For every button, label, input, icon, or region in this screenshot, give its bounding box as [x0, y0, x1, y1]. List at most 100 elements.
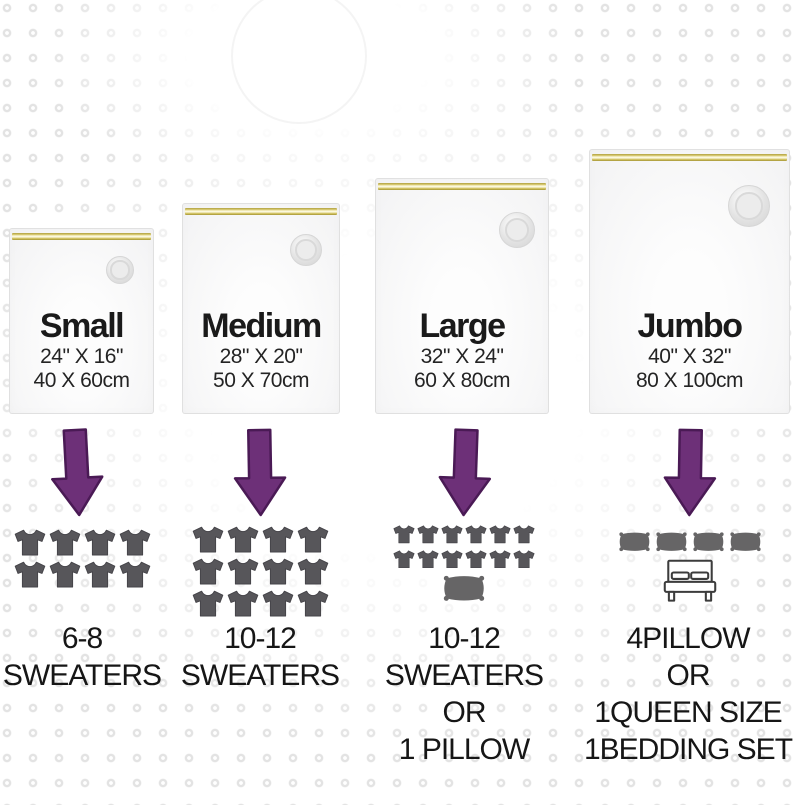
caption-line: 10-12: [224, 622, 297, 655]
pillow-row: [384, 574, 544, 603]
bag-size-label: Jumbo: [637, 307, 743, 345]
zipper-seal-icon: [185, 208, 337, 215]
shirt-row: [180, 526, 340, 553]
air-valve-icon: [290, 234, 322, 266]
shirt-row: [180, 590, 340, 617]
tshirt-icon: [393, 550, 415, 568]
capacity-caption-large: 10-12 SWEATERS OR 1 PILLOW: [382, 620, 546, 768]
down-arrow-icon: [663, 428, 717, 517]
tshirt-icon: [227, 558, 258, 585]
pillow-icon: [619, 532, 650, 552]
bag-dimensions-cm: 60 X 80cm: [414, 369, 510, 392]
tshirt-icon: [513, 525, 535, 544]
zipper-seal-icon: [378, 183, 546, 190]
down-arrow-icon: [233, 428, 287, 517]
tshirt-icon: [489, 550, 511, 568]
bag-dimensions-inches: 28" X 20": [219, 345, 303, 368]
shirt-row: [2, 529, 162, 556]
capacity-caption-small: 6-8 SWEATERS: [0, 620, 164, 694]
tshirt-icon: [119, 529, 150, 556]
tshirt-icon: [14, 561, 45, 588]
tshirt-icon: [441, 525, 463, 544]
bag-jumbo: Jumbo 40" X 32" 80 X 100cm: [589, 149, 790, 414]
bag-text-block: Large 32" X 24" 60 X 80cm: [376, 307, 548, 393]
tshirt-icon: [465, 525, 487, 544]
tshirt-icon: [14, 529, 45, 556]
caption-line: 1QUEEN SIZE: [594, 696, 782, 729]
capacity-icons-small: [2, 529, 162, 593]
tshirt-icon: [192, 591, 223, 617]
caption-line: SWEATERS: [2, 659, 162, 692]
capacity-icons-jumbo: [608, 531, 772, 609]
caption-line: SWEATERS: [384, 659, 544, 692]
bed-icon: [663, 559, 717, 602]
capacity-caption-jumbo: 4PILLOW OR 1QUEEN SIZE 1BEDDING SET: [583, 620, 793, 768]
tshirt-icon: [227, 591, 258, 617]
tshirt-icon: [262, 591, 293, 617]
pillow-icon: [730, 532, 761, 552]
down-arrow-icon: [438, 428, 492, 517]
pillow-icon: [443, 576, 485, 602]
tshirt-icon: [417, 525, 439, 544]
caption-line: SWEATERS: [180, 659, 340, 692]
shirt-row: [384, 550, 544, 569]
bag-dimensions-inches: 40" X 32": [648, 345, 731, 368]
bag-large: Large 32" X 24" 60 X 80cm: [375, 178, 549, 414]
air-valve-inner: [735, 192, 763, 220]
tshirt-icon: [489, 525, 511, 544]
pillow-icon: [693, 532, 724, 552]
bag-text-block: Small 24" X 16" 40 X 60cm: [10, 307, 153, 393]
caption-line: OR: [442, 696, 487, 729]
air-valve-inner: [505, 218, 529, 242]
tshirt-icon: [297, 558, 328, 585]
capacity-caption-medium: 10-12 SWEATERS: [178, 620, 342, 694]
capacity-icons-medium: [180, 526, 340, 623]
bag-small: Small 24" X 16" 40 X 60cm: [9, 228, 154, 414]
caption-line: 1BEDDING SET: [583, 733, 793, 766]
capacity-icons-large: [384, 525, 544, 609]
bag-dimensions-inches: 32" X 24": [420, 345, 504, 368]
bag-dimensions-cm: 50 X 70cm: [213, 369, 309, 392]
tshirt-icon: [84, 561, 115, 588]
tshirt-icon: [119, 561, 150, 588]
zipper-seal-icon: [592, 154, 787, 161]
decorative-circle: [231, 0, 367, 124]
caption-line: OR: [666, 659, 711, 692]
air-valve-inner: [110, 260, 130, 280]
bag-dimensions-cm: 80 X 100cm: [635, 369, 744, 392]
bag-text-block: Jumbo 40" X 32" 80 X 100cm: [590, 307, 789, 393]
tshirt-icon: [49, 561, 80, 588]
tshirt-icon: [262, 558, 293, 585]
tshirt-icon: [417, 550, 439, 568]
bag-dimensions-inches: 24" X 16": [40, 345, 123, 368]
air-valve-icon: [728, 185, 770, 227]
bag-dimensions-cm: 40 X 60cm: [33, 369, 130, 392]
tshirt-icon: [84, 529, 115, 556]
tshirt-icon: [192, 558, 223, 585]
tshirt-icon: [227, 526, 258, 553]
bag-text-block: Medium 28" X 20" 50 X 70cm: [183, 307, 339, 393]
tshirt-icon: [441, 550, 463, 568]
shirt-row: [384, 525, 544, 544]
bag-medium: Medium 28" X 20" 50 X 70cm: [182, 203, 340, 414]
down-arrow-icon: [51, 428, 104, 517]
tshirt-icon: [262, 526, 293, 553]
shirt-row: [180, 558, 340, 585]
bed-row: [608, 559, 772, 604]
bag-size-label: Large: [419, 307, 506, 345]
tshirt-icon: [49, 529, 80, 556]
bag-size-label: Small: [39, 307, 125, 345]
caption-line: 10-12: [428, 622, 501, 655]
caption-line: 4PILLOW: [626, 622, 750, 655]
caption-line: 6-8: [61, 622, 103, 655]
shirt-row: [2, 561, 162, 588]
zipper-seal-icon: [12, 233, 151, 240]
tshirt-icon: [465, 550, 487, 568]
tshirt-icon: [513, 550, 535, 568]
air-valve-icon: [499, 212, 535, 248]
caption-line: 1 PILLOW: [398, 733, 530, 766]
tshirt-icon: [297, 526, 328, 553]
air-valve-inner: [295, 239, 317, 261]
tshirt-icon: [192, 526, 223, 553]
